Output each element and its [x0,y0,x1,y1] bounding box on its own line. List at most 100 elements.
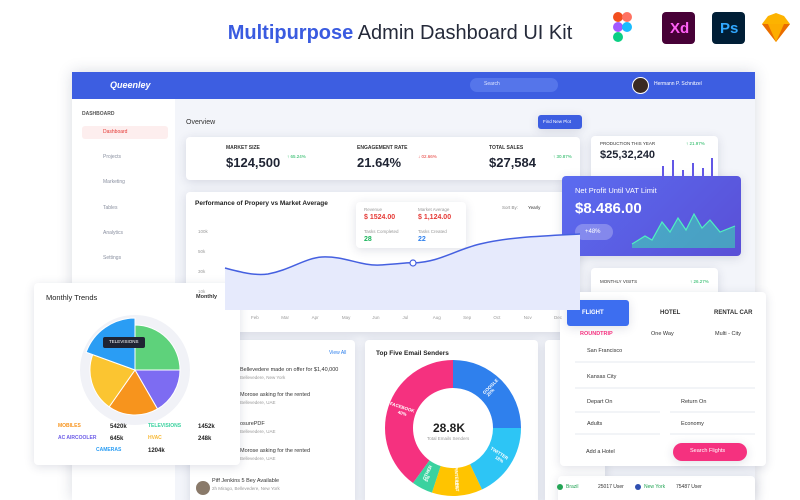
stat-label: TOTAL SALES [489,145,524,151]
stat-change: ↑ 30.87% [553,154,572,159]
month-label: Nov [523,315,532,320]
legend-value: 22 [418,236,426,243]
search-flights-button[interactable] [673,443,747,461]
flight-field[interactable]: Add a Hotel [586,449,615,455]
locations-card [558,476,755,500]
view-all[interactable]: View All [329,350,347,356]
search-box[interactable] [470,78,558,92]
find-plot-button[interactable] [538,115,582,129]
trip-type[interactable]: Multi - City [715,331,741,337]
button-label: Find New Plot [543,119,572,124]
y-label: 100k [198,229,208,234]
location-users: 75487 User [676,484,702,490]
pie-tag-label: TELEVISIONS [109,339,139,344]
sidebar-item[interactable]: Marketing [103,179,125,185]
flight-field[interactable]: Depart On [587,399,613,405]
sort-value: Yearly [528,205,541,210]
month-label: Feb [251,315,259,320]
donut-total-label: Total Emails Senders [427,436,470,441]
production-value: $25,32,240 [600,149,656,161]
search-placeholder: Search [484,81,500,87]
user-name: Hermann P. Schnitzel [654,81,702,87]
sort-label: Sort By: [502,205,519,210]
activity-subtitle: Bellevedere, UAE [240,400,276,405]
ps-label: Ps [720,20,739,37]
flight-tab[interactable]: RENTAL CAR [714,310,753,316]
flight-field[interactable]: Economy [681,421,704,427]
donut-total: 28.8K [433,421,466,435]
month-label: Apr [311,315,319,320]
production-label: PRODUCTION THIS YEAR [600,141,656,146]
stat-change: ↑ 65.24% [287,154,306,159]
production-change: ↑ 21.97% [686,141,705,146]
trends-title: Monthly Trends [46,293,98,302]
trip-type[interactable]: One Way [651,331,674,337]
activity-subtitle: Bellevedere, UAE [240,456,276,461]
activity-title: Morose asking for the rented [240,392,311,398]
figma-icon [613,12,632,42]
trend-name: MOBILES [58,423,81,429]
title-bold: Multipurpose [227,22,354,44]
xd-icon [662,12,695,44]
flight-field[interactable]: San Francisco [587,348,623,354]
legend-label: Tasks Completed [364,229,399,234]
brand: Queenley [110,80,151,90]
avatar[interactable] [632,77,649,94]
trend-name: TELEVISIONS [148,423,182,429]
activity-subtitle: 2h Mirago, Bellevedere, New York [212,486,280,491]
y-label: 10k [198,289,206,294]
sidebar-item[interactable]: Tables [103,205,118,211]
net-profit-pill [575,224,613,240]
trend-name: AC AIRCOOLER [58,435,97,441]
trip-type[interactable]: ROUNDTRIP [580,331,613,337]
legend-label: Market Average [418,207,450,212]
trend-value: 5420k [110,424,127,430]
trend-value: 645k [110,436,124,442]
net-profit-title: Net Profit Until VAT Limit [575,186,657,195]
location-name: Brazil [566,484,579,490]
legend-value: $ 1,124.00 [418,214,452,221]
sidebar-item[interactable]: Settings [103,255,122,261]
flight-tab[interactable]: FLIGHT [582,310,604,316]
stat-value: $27,584 [489,155,536,170]
month-label: Dec [554,315,563,320]
trend-value: 248k [198,436,212,442]
activity-subtitle: Bellevedere, UAE [240,429,276,434]
month-label: Sep [463,315,472,320]
stats-card [186,137,580,180]
segment-label: 12% [454,480,460,490]
month-label: May [341,315,351,320]
ps-icon [712,12,745,44]
performance-title: Performance of Propery vs Market Average [195,200,328,207]
stat-label: ENGAGEMENT RATE [357,145,408,151]
activity-subtitle: Bellevedere, New York [240,375,286,380]
location-users: 25017 User [598,484,624,490]
y-label: 50k [198,249,206,254]
flight-field[interactable]: Adults [587,421,603,427]
trend-value: 1204k [148,448,165,454]
sidebar-item[interactable]: Projects [103,154,122,160]
sidebar-item[interactable]: Analytics [103,230,124,236]
trend-name: CAMERAS [96,447,122,453]
flight-field[interactable]: Return On [681,399,707,405]
title-rest: Admin Dashboard UI Kit [357,22,573,44]
visits-change: ↑ 26.27% [690,279,709,284]
month-label: Jul [402,315,409,320]
trends-period[interactable]: Monthly [196,294,218,300]
location-name: New York [644,484,666,490]
xd-label: Xd [670,20,690,37]
activity-title: Bellevedere made on offer for $1,40,000 [240,367,339,373]
month-label: Mar [281,315,290,320]
legend-value: 28 [364,236,372,243]
legend-label: Revenue [364,207,383,212]
active-item [82,126,168,139]
button-label: Search Flights [690,448,726,454]
sidebar-item[interactable]: Dashboard [103,129,128,135]
stat-value: $124,500 [226,155,281,170]
flight-field[interactable]: Kansas City [587,374,617,380]
net-profit-value: $8.486.00 [575,200,642,217]
email-title: Top Five Email Senders [376,350,449,357]
flight-tab[interactable]: HOTEL [660,310,681,316]
